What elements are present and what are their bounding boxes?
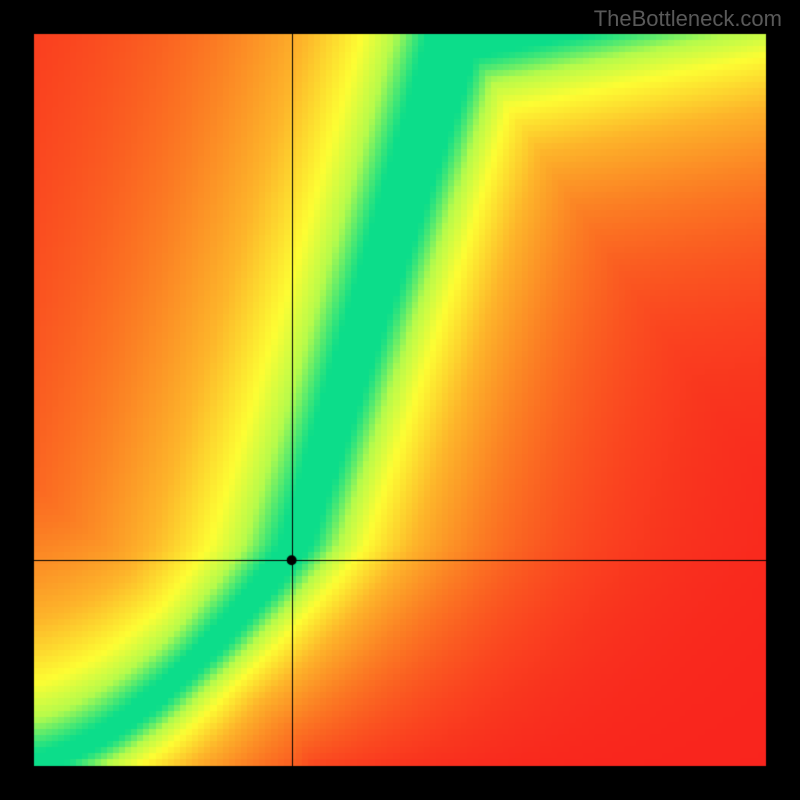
watermark-text: TheBottleneck.com	[594, 6, 782, 32]
chart-container: TheBottleneck.com	[0, 0, 800, 800]
heatmap-canvas	[0, 0, 800, 800]
